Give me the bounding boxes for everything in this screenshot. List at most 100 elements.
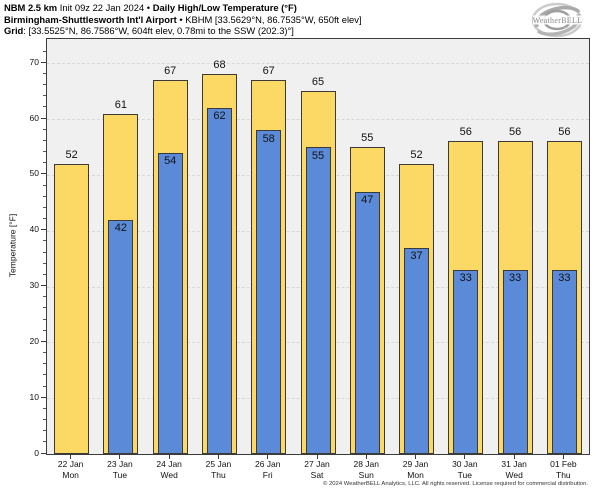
y-axis-minor-tick [43,441,46,443]
header-text-segment: : [33.5525°N, 86.7586°W, 604ft elev, 0.7… [23,25,294,36]
high-value-label: 56 [459,126,472,139]
y-axis-minor-tick [43,419,46,420]
y-axis-minor-tick [43,184,46,186]
x-axis-tick [316,454,318,459]
y-axis-minor-tick [43,352,46,353]
x-axis-tick [464,454,466,459]
low-value-label: 54 [164,155,177,168]
y-axis-minor-tick [43,72,46,74]
low-value-label: 33 [459,272,472,285]
low-value-label: 33 [508,272,522,285]
x-tick-weekday: Sun [358,469,374,480]
low-value-label: 55 [311,149,325,162]
y-axis-minor-tick [43,318,46,320]
x-tick-date: 24 Jan [156,459,182,469]
y-axis-tick-label: 60 [29,112,39,123]
x-axis-tick-label: 28 Jan Sun [342,459,391,480]
x-tick-date: 23 Jan [107,459,133,469]
y-axis-major-tick [41,396,46,398]
y-axis-minor-tick [43,374,46,376]
gridline [47,63,589,65]
low-value-label: 47 [361,194,374,207]
x-tick-date: 26 Jan [254,459,281,469]
high-value-label: 67 [262,65,275,77]
y-axis-minor-tick [43,128,46,130]
y-axis-minor-tick [43,106,46,108]
y-axis-minor-tick [43,363,46,365]
header-text-segment: Daily High/Low Temperature (°F) [152,2,297,13]
x-axis-tick-label: 24 Jan Wed [145,459,194,480]
x-tick-date: 28 Jan [353,459,379,469]
y-axis-tick-label: 50 [29,168,39,179]
low-bar [551,269,577,454]
header-text-segment: • [146,2,153,13]
x-axis-tick [168,454,170,459]
y-axis-tick-label: 0 [34,447,39,458]
high-bar [54,163,90,454]
y-axis-major-tick [41,340,46,342]
header-line-1: NBM 2.5 km Init 09z 22 Jan 2024 • Daily … [4,2,362,14]
header-text-segment: Init 09z 22 Jan 2024 [59,2,147,13]
low-value-label: 37 [410,250,423,262]
logo-text: WeatherBELL [533,16,583,25]
x-axis-tick-label: 25 Jan Thu [194,459,243,480]
x-tick-weekday: Tue [457,469,472,480]
header-text-segment: Birmingham-Shuttlesworth Int'l Airport [4,13,180,25]
header-line-3: Grid: [33.5525°N, 86.7586°W, 604ft elev,… [4,25,362,37]
high-value-label: 52 [65,148,78,161]
x-tick-weekday: Wed [160,469,178,480]
y-axis-minor-tick [43,262,46,264]
high-value-label: 61 [114,98,128,111]
y-axis-major-tick [41,61,46,63]
y-axis-tick-label: 20 [29,335,39,346]
y-axis-tick-label: 40 [29,224,39,235]
x-tick-weekday: Tue [112,469,128,480]
y-axis-minor-tick [43,240,46,242]
y-axis-minor-tick [43,162,46,164]
x-axis-tick-label: 26 Jan Fri [243,459,292,480]
y-axis-minor-tick [43,151,46,153]
header-text-segment: Grid [4,25,24,36]
x-axis-tick-label: 30 Jan Tue [440,459,489,480]
y-axis-minor-tick [43,95,46,97]
x-axis-tick-label: 23 Jan Tue [95,459,144,480]
low-bar [404,247,429,454]
low-bar [207,107,232,454]
y-axis-minor-tick [43,296,46,298]
x-axis-tick [415,454,416,459]
x-axis-tick-label: 29 Jan Mon [391,459,440,480]
y-axis-major-tick [41,117,46,119]
x-axis-tick-label: 01 Feb Thu [539,459,588,480]
high-value-label: 56 [508,126,522,139]
y-axis-minor-tick [43,195,46,197]
weatherbell-logo: WeatherBELL Analytics LLC [512,2,596,42]
chart-header: NBM 2.5 km Init 09z 22 Jan 2024 • Daily … [4,2,362,37]
y-axis-major-tick [41,285,46,286]
low-bar [108,219,134,454]
y-axis-minor-tick [43,84,46,86]
y-axis-tick-label: 30 [29,280,39,290]
y-axis-minor-tick [43,206,46,208]
plot-area: 52 61 42 67 54 68 62 67 58 65 55 55 47 52 37 56 33 56 33 56… [46,38,590,455]
header-text-segment: NBM 2.5 km [4,2,60,13]
y-axis-minor-tick [43,307,46,309]
weatherbell-logo-icon: WeatherBELL Analytics LLC [531,2,583,38]
x-tick-date: 30 Jan [452,459,478,469]
y-axis-minor-tick [43,385,46,387]
x-tick-date: 01 Feb [550,459,577,469]
header-line-2: Birmingham-Shuttlesworth Int'l Airport •… [4,14,362,26]
high-value-label: 67 [164,65,177,77]
high-value-label: 68 [213,59,226,72]
low-bar [157,152,183,454]
y-axis-tick-label: 70 [29,56,39,67]
x-axis-tick-label: 22 Jan Mon [46,459,95,480]
x-tick-weekday: Thu [556,469,571,480]
y-axis-minor-tick [43,139,46,141]
high-value-label: 55 [361,132,374,144]
low-bar [256,130,282,454]
low-value-label: 58 [262,132,275,145]
x-tick-weekday: Mon [62,469,79,480]
x-tick-date: 22 Jan [57,459,84,469]
y-axis-title: Temperature [°F] [7,213,18,278]
y-axis-major-tick [41,173,46,175]
